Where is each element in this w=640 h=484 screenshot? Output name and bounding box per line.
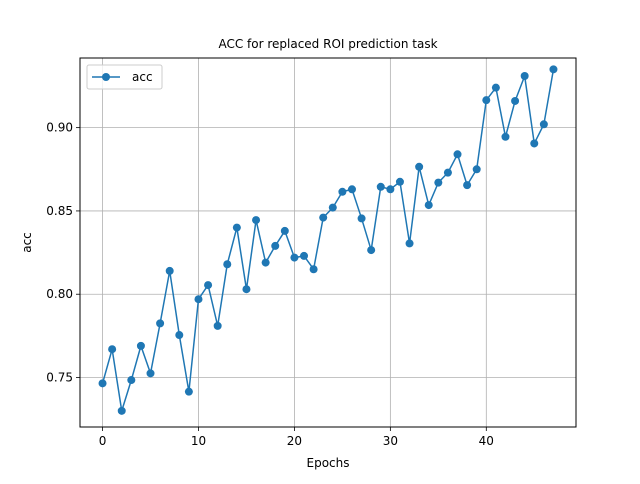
data-point [232,223,241,232]
data-point [549,65,558,74]
data-point [539,120,548,129]
data-point [472,165,481,174]
data-point [136,341,145,350]
data-point [482,96,491,105]
series-layer [98,65,558,415]
data-point [156,319,165,328]
x-tick-label: 20 [287,434,302,448]
data-point [328,203,337,212]
y-tick-label: 0.85 [46,204,73,218]
data-point [453,150,462,159]
data-point [347,185,356,194]
data-point [117,406,126,415]
data-point [463,181,472,190]
data-point [213,321,222,330]
data-point [261,258,270,267]
data-point [300,251,309,260]
data-point [530,139,539,148]
legend-entry-acc: acc [132,70,153,84]
grid-lines [80,58,576,427]
data-point [108,345,117,354]
data-point [204,281,213,290]
data-point [501,132,510,141]
data-point [165,266,174,275]
legend: acc [86,64,163,90]
data-point [319,213,328,222]
data-point [98,379,107,388]
data-point [309,265,318,274]
data-point [386,185,395,194]
x-axis-label: Epochs [307,456,350,470]
data-point [223,260,232,269]
data-point [357,214,366,223]
y-tick-label: 0.80 [46,287,73,301]
data-point [405,239,414,248]
data-point [290,253,299,262]
legend-box [86,64,163,90]
data-point [242,285,251,294]
data-point [252,216,261,225]
data-point [184,387,193,396]
data-point [520,71,529,80]
legend-marker-swatch [102,73,110,81]
data-point [491,83,500,92]
data-point [434,178,443,187]
y-tick-label: 0.90 [46,121,73,135]
data-point [194,295,203,304]
y-axis-label: acc [20,232,34,253]
data-point [415,162,424,171]
data-point [127,376,136,385]
data-point [280,226,289,235]
data-point [271,241,280,250]
data-point [511,96,520,105]
chart-title: ACC for replaced ROI prediction task [218,37,437,51]
data-point [146,369,155,378]
data-point [376,182,385,191]
data-point [367,246,376,255]
x-tick-label: 30 [383,434,398,448]
x-tick-label: 40 [479,434,494,448]
y-tick-label: 0.75 [46,371,73,385]
series-line-acc [101,69,555,412]
x-tick-label: 0 [99,434,107,448]
data-point [424,201,433,210]
data-point [338,187,347,196]
tick-marks: 0 10 20 30 40 0.75 0.80 0.85 0.90 [46,121,494,448]
data-point [395,177,404,186]
x-tick-label: 10 [191,434,206,448]
plot-frame [79,57,577,428]
data-point [443,168,452,177]
data-point [175,331,184,340]
